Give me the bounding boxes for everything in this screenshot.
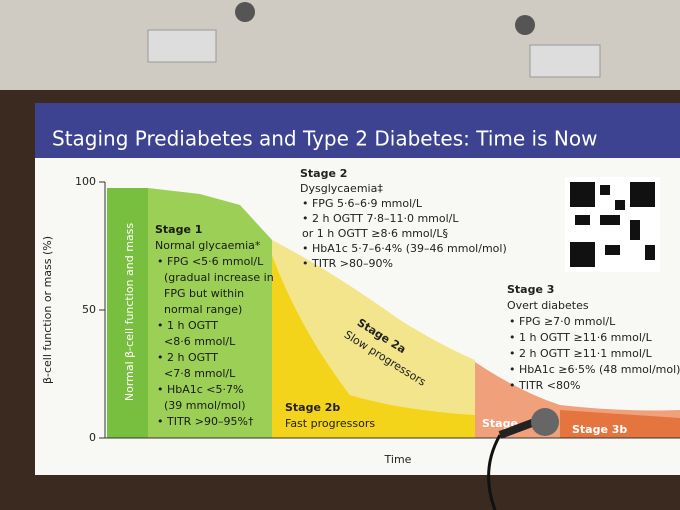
stage-subtitle: Normal glycaemia* [155,239,261,252]
y-tick-label: 100 [75,175,96,188]
stage-heading: Stage [482,417,518,430]
stage1-region [148,188,272,438]
stage-bullet: FPG but within [157,287,244,300]
y-ticks: 0 50 100 [75,175,105,444]
stage-bullet: • 2 h OGTT [157,351,218,364]
stage-subtitle: Fast progressors [285,417,375,430]
stage-bullet: • 2 h OGTT ≥11·1 mmol/L [509,347,653,360]
ceiling-light [515,15,535,35]
stage-heading: Stage 1 [155,223,202,236]
mic-stand [487,434,502,510]
stage-bullet: • 1 h OGTT [157,319,218,332]
stage-bullet: • HbA1c ≥6·5% (48 mmol/mol) [509,363,680,376]
stage-subtitle: Dysglycaemia‡ [300,182,383,195]
stage-subtitle: Overt diabetes [507,299,589,312]
stage-heading: Stage 2b [285,401,340,414]
stage-bullet: (39 mmol/mol) [157,399,246,412]
qr-pattern [575,185,655,260]
vent [147,29,217,63]
y-tick-label: 50 [82,303,96,316]
normal-label: Normal β-cell function and mass [123,223,136,402]
stage-bullet: • HbA1c 5·7–6·4% (39–46 mmol/mol) [302,242,507,255]
stage-bullet: • FPG ≥7·0 mmol/L [509,315,616,328]
microphone-head [531,408,559,436]
stage-bullet: • TITR <80% [509,379,580,392]
slide-title: Staging Prediabetes and Type 2 Diabetes:… [52,127,597,151]
stage2b-region [272,255,475,438]
stage-bullet: • FPG <5·6 mmol/L [157,255,264,268]
stage2a-region [272,240,475,415]
stage-heading: Stage 3b [572,423,627,436]
stage-heading: Stage 2 [300,167,347,180]
stage-bullet: • 2 h OGTT 7·8–11·0 mmol/L [302,212,459,225]
qr-pattern [570,182,655,267]
stage-bullet: • TITR >90–95%† [157,415,254,428]
stage-bullet: • FPG 5·6–6·9 mmol/L [302,197,423,210]
stage-bullet: normal range) [157,303,242,316]
stage-bullet: (gradual increase in [157,271,274,284]
stage3b-region [560,410,680,438]
y-tick-label: 0 [89,431,96,444]
stage-bullet: • 1 h OGTT ≥11·6 mmol/L [509,331,653,344]
stage-bullet: or 1 h OGTT ≥8·6 mmol/L§ [302,227,448,240]
stage-bullet: • HbA1c <5·7% [157,383,243,396]
stage-bullet: • TITR >80–90% [302,257,393,270]
ceiling-light [235,2,255,22]
vent [529,44,601,78]
stage-bullet: <7·8 mmol/L [157,367,236,380]
stage-heading: Stage 3 [507,283,554,296]
normal-region [107,188,148,438]
y-axis-label: β-cell function or mass (%) [41,236,54,384]
slide-header [35,103,680,158]
x-axis-label: Time [384,453,412,466]
stage-bullet: <8·6 mmol/L [157,335,236,348]
